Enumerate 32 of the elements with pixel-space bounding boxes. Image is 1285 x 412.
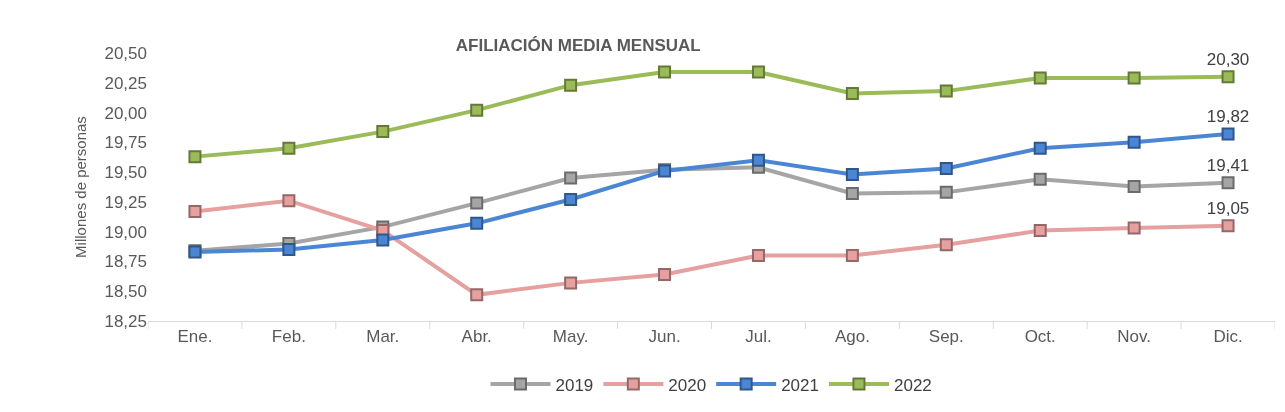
- x-tick-label: Jun.: [648, 327, 681, 347]
- x-tick-label: May.: [552, 327, 589, 347]
- legend-label: 2020: [668, 375, 707, 395]
- y-tick-label: 19,50: [104, 163, 147, 183]
- x-tick-label: Dic.: [1213, 327, 1243, 347]
- y-tick-label: 20,50: [104, 43, 147, 63]
- y-tick-label: 19,00: [104, 222, 147, 242]
- y-tick-label: 18,25: [104, 311, 147, 331]
- y-tick-label: 20,00: [104, 103, 147, 123]
- chart-title: AFILIACIÓN MEDIA MENSUAL: [455, 36, 701, 56]
- x-tick-label: Ago.: [834, 327, 870, 347]
- y-tick-label: 19,25: [104, 192, 147, 212]
- y-tick-label: 20,25: [104, 73, 147, 93]
- x-tick-label: Feb.: [271, 327, 306, 347]
- x-tick-label: Ene.: [177, 327, 213, 347]
- legend-label: 2022: [893, 375, 932, 395]
- y-tick-label: 19,75: [104, 133, 147, 153]
- x-tick-label: Abr.: [461, 327, 492, 347]
- y-tick-label: 18,75: [104, 252, 147, 272]
- legend-label: 2019: [555, 375, 594, 395]
- x-tick-label: Nov.: [1117, 327, 1151, 347]
- x-tick-label: Jul.: [745, 327, 772, 347]
- x-tick-label: Mar.: [366, 327, 400, 347]
- data-label: 20,30: [1206, 49, 1250, 69]
- data-label: 19,41: [1206, 155, 1250, 175]
- x-tick-label: Oct.: [1024, 327, 1056, 347]
- y-tick-label: 18,50: [104, 282, 147, 302]
- legend-label: 2021: [781, 375, 819, 395]
- y-axis-title: Millones de personas: [71, 116, 89, 258]
- data-label: 19,82: [1206, 106, 1250, 126]
- data-label: 19,05: [1206, 198, 1250, 218]
- x-tick-label: Sep.: [928, 327, 964, 347]
